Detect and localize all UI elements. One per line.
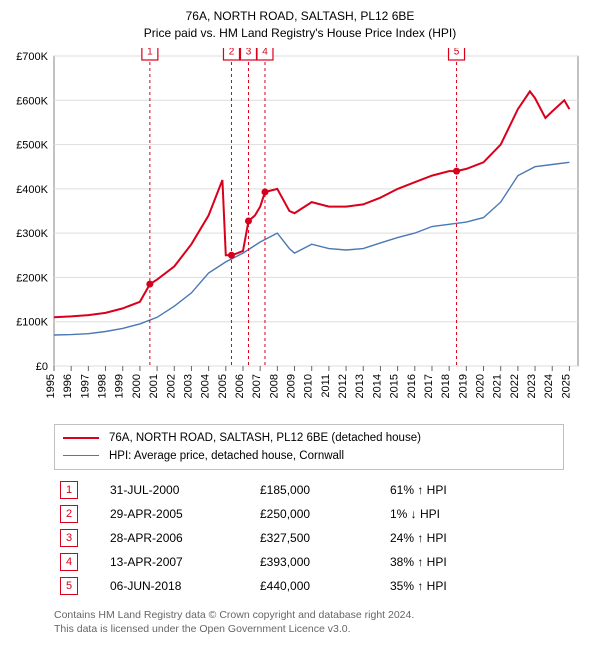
svg-text:£700K: £700K bbox=[16, 51, 48, 63]
legend-row-hpi: HPI: Average price, detached house, Corn… bbox=[63, 447, 555, 465]
tx-date: 13-APR-2007 bbox=[104, 550, 254, 574]
svg-text:2015: 2015 bbox=[389, 374, 401, 398]
footer-line1: Contains HM Land Registry data © Crown c… bbox=[54, 608, 564, 622]
svg-text:1995: 1995 bbox=[45, 374, 57, 398]
table-row: 1 31-JUL-2000£185,00061% ↑ HPI bbox=[54, 478, 564, 502]
svg-text:2006: 2006 bbox=[234, 374, 246, 398]
svg-text:£300K: £300K bbox=[16, 228, 48, 240]
tx-price: £393,000 bbox=[254, 550, 384, 574]
legend: 76A, NORTH ROAD, SALTASH, PL12 6BE (deta… bbox=[54, 424, 564, 470]
tx-delta: 38% ↑ HPI bbox=[384, 550, 564, 574]
svg-text:2003: 2003 bbox=[182, 374, 194, 398]
svg-text:2019: 2019 bbox=[457, 374, 469, 398]
legend-swatch-property bbox=[63, 437, 99, 439]
tx-number-icon: 3 bbox=[60, 529, 78, 547]
svg-text:5: 5 bbox=[454, 48, 460, 58]
svg-text:2011: 2011 bbox=[320, 374, 332, 398]
svg-text:2010: 2010 bbox=[303, 374, 315, 398]
svg-text:2000: 2000 bbox=[131, 374, 143, 398]
legend-row-property: 76A, NORTH ROAD, SALTASH, PL12 6BE (deta… bbox=[63, 429, 555, 447]
svg-text:2025: 2025 bbox=[560, 374, 572, 398]
title-line2: Price paid vs. HM Land Registry's House … bbox=[8, 25, 592, 42]
svg-text:2007: 2007 bbox=[251, 374, 263, 398]
svg-text:2023: 2023 bbox=[526, 374, 538, 398]
tx-price: £327,500 bbox=[254, 526, 384, 550]
legend-label-property: 76A, NORTH ROAD, SALTASH, PL12 6BE (deta… bbox=[109, 432, 421, 444]
tx-delta: 35% ↑ HPI bbox=[384, 574, 564, 598]
svg-text:2: 2 bbox=[229, 48, 235, 58]
chart-svg: £0 £100K £200K £300K £400K £500K £600K £700K 199… bbox=[8, 48, 592, 418]
svg-text:£100K: £100K bbox=[16, 316, 48, 328]
svg-text:2014: 2014 bbox=[371, 374, 383, 398]
tx-date: 28-APR-2006 bbox=[104, 526, 254, 550]
tx-price: £185,000 bbox=[254, 478, 384, 502]
svg-text:2012: 2012 bbox=[337, 374, 349, 398]
svg-text:1997: 1997 bbox=[79, 374, 91, 398]
svg-text:2022: 2022 bbox=[509, 374, 521, 398]
footer: Contains HM Land Registry data © Crown c… bbox=[54, 608, 564, 636]
table-row: 2 29-APR-2005£250,0001% ↓ HPI bbox=[54, 502, 564, 526]
svg-text:3: 3 bbox=[246, 48, 252, 58]
tx-number-icon: 4 bbox=[60, 553, 78, 571]
tx-number-icon: 1 bbox=[60, 481, 78, 499]
svg-text:1: 1 bbox=[147, 48, 153, 58]
svg-text:£500K: £500K bbox=[16, 139, 48, 151]
svg-text:1996: 1996 bbox=[62, 374, 74, 398]
tx-number-icon: 5 bbox=[60, 577, 78, 595]
svg-text:2002: 2002 bbox=[165, 374, 177, 398]
tx-price: £250,000 bbox=[254, 502, 384, 526]
legend-label-hpi: HPI: Average price, detached house, Corn… bbox=[109, 450, 344, 462]
tx-number-icon: 2 bbox=[60, 505, 78, 523]
svg-text:1999: 1999 bbox=[114, 374, 126, 398]
svg-text:£400K: £400K bbox=[16, 183, 48, 195]
table-row: 5 06-JUN-2018£440,00035% ↑ HPI bbox=[54, 574, 564, 598]
tx-date: 31-JUL-2000 bbox=[104, 478, 254, 502]
svg-text:2016: 2016 bbox=[406, 374, 418, 398]
svg-text:4: 4 bbox=[262, 48, 268, 58]
svg-text:2024: 2024 bbox=[543, 374, 555, 398]
tx-delta: 1% ↓ HPI bbox=[384, 502, 564, 526]
footer-line2: This data is licensed under the Open Gov… bbox=[54, 622, 564, 636]
tx-date: 06-JUN-2018 bbox=[104, 574, 254, 598]
svg-text:2004: 2004 bbox=[200, 374, 212, 398]
svg-text:£200K: £200K bbox=[16, 272, 48, 284]
price-chart: £0 £100K £200K £300K £400K £500K £600K £700K 199… bbox=[8, 48, 592, 418]
svg-text:2009: 2009 bbox=[286, 374, 298, 398]
svg-text:2017: 2017 bbox=[423, 374, 435, 398]
tx-delta: 61% ↑ HPI bbox=[384, 478, 564, 502]
transactions-table: 1 31-JUL-2000£185,00061% ↑ HPI 2 29-APR-200… bbox=[54, 478, 564, 598]
tx-delta: 24% ↑ HPI bbox=[384, 526, 564, 550]
svg-text:£0: £0 bbox=[36, 361, 48, 373]
svg-text:2021: 2021 bbox=[492, 374, 504, 398]
svg-text:2005: 2005 bbox=[217, 374, 229, 398]
svg-text:1998: 1998 bbox=[97, 374, 109, 398]
table-row: 4 13-APR-2007£393,00038% ↑ HPI bbox=[54, 550, 564, 574]
title-line1: 76A, NORTH ROAD, SALTASH, PL12 6BE bbox=[8, 8, 592, 25]
svg-text:£600K: £600K bbox=[16, 95, 48, 107]
tx-date: 29-APR-2005 bbox=[104, 502, 254, 526]
tx-price: £440,000 bbox=[254, 574, 384, 598]
svg-text:2013: 2013 bbox=[354, 374, 366, 398]
legend-swatch-hpi bbox=[63, 455, 99, 456]
svg-text:2008: 2008 bbox=[268, 374, 280, 398]
svg-text:2001: 2001 bbox=[148, 374, 160, 398]
chart-title-block: 76A, NORTH ROAD, SALTASH, PL12 6BE Price… bbox=[8, 8, 592, 42]
svg-text:2020: 2020 bbox=[475, 374, 487, 398]
table-row: 3 28-APR-2006£327,50024% ↑ HPI bbox=[54, 526, 564, 550]
svg-text:2018: 2018 bbox=[440, 374, 452, 398]
